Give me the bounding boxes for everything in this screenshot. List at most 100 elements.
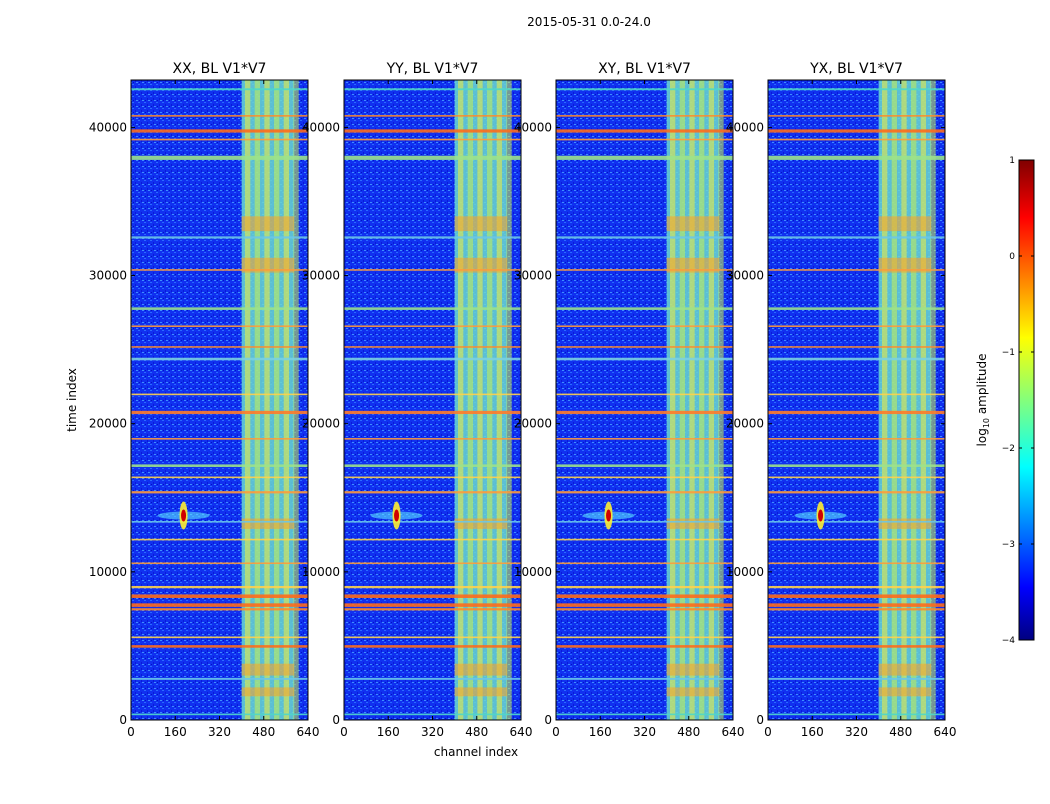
heatmap-rfi-line <box>556 438 733 440</box>
x-tick-label: 0 <box>552 725 560 739</box>
heatmap-hot-block <box>241 216 295 232</box>
heatmap-rfi-line <box>556 129 733 133</box>
heatmap-rfi-line <box>768 88 945 91</box>
heatmap-rfi-line <box>556 88 733 91</box>
y-tick-label: 30000 <box>514 269 552 283</box>
heatmap-rfi-line <box>344 357 521 361</box>
heatmap-band-column <box>506 80 512 720</box>
y-tick-label: 40000 <box>514 120 552 134</box>
panel-title: YX, BL V1*V7 <box>809 61 903 77</box>
heatmap-rfi-line <box>131 636 308 639</box>
heatmap-band-column <box>467 80 473 720</box>
colorbar: 1 0 −1 −2 −3 −4 <box>1002 156 1035 646</box>
colorbar-label-suffix: amplitude <box>975 354 989 418</box>
heatmap-hot-block <box>454 518 508 529</box>
heatmap-rfi-line <box>768 138 945 141</box>
heatmap-rfi-line <box>344 520 521 523</box>
x-tick-label: 320 <box>845 725 868 739</box>
y-tick-label: 10000 <box>514 565 552 579</box>
heatmap-band-column <box>901 80 907 720</box>
x-tick-label: 320 <box>421 725 444 739</box>
heatmap-rfi-line <box>131 236 308 239</box>
heatmap-band-column <box>458 80 464 720</box>
x-tick-label: 160 <box>589 725 612 739</box>
heatmap-source-peak <box>394 509 400 522</box>
heatmap-band-column <box>245 80 251 720</box>
heatmap-rfi-line <box>768 346 945 348</box>
colorbar-tick-label: −3 <box>1002 540 1015 550</box>
panel-title: XX, BL V1*V7 <box>173 61 267 77</box>
heatmap-hot-block <box>878 687 932 697</box>
x-tick-label: 480 <box>889 725 912 739</box>
x-tick-label: 640 <box>297 725 320 739</box>
colorbar-tick-label: 0 <box>1009 252 1015 262</box>
x-tick-label: 160 <box>801 725 824 739</box>
heatmap-hot-block <box>666 518 720 529</box>
heatmap-rfi-line <box>344 594 521 598</box>
heatmap-rfi-line <box>344 325 521 328</box>
heatmap-rfi-line <box>344 88 521 91</box>
y-tick-label: 0 <box>756 713 764 727</box>
heatmap-rfi-line <box>768 410 945 415</box>
y-tick-label: 20000 <box>514 417 552 431</box>
heatmap-rfi-line <box>556 138 733 141</box>
heatmap-rfi-line <box>131 115 308 117</box>
heatmap-rfi-line <box>344 476 521 479</box>
heatmap-rfi-line <box>131 357 308 361</box>
heatmap-rfi-line <box>344 138 521 141</box>
y-tick-label: 10000 <box>89 565 127 579</box>
y-tick-label: 0 <box>332 713 340 727</box>
x-tick-label: 160 <box>164 725 187 739</box>
heatmap-rfi-line <box>344 115 521 117</box>
x-tick-label: 480 <box>465 725 488 739</box>
heatmap-source-peak <box>181 509 187 522</box>
heatmap-rfi-line <box>131 325 308 328</box>
heatmap-rfi-line <box>131 585 308 589</box>
heatmap-rfi-line <box>556 464 733 467</box>
heatmap-rfi-line <box>768 491 945 494</box>
colorbar-label-sub: 10 <box>982 418 991 428</box>
heatmap-rfi-line <box>131 491 308 494</box>
heatmap-band-column <box>487 80 493 720</box>
panel-4: YX, BL V1*V7 0 160 320 480 640 0 10000 20000 3000… <box>726 61 957 739</box>
y-tick-label: 0 <box>544 713 552 727</box>
heatmap-rfi-line <box>768 713 945 716</box>
heatmap-rfi-line <box>344 585 521 589</box>
heatmap-rfi-line <box>344 155 521 160</box>
heatmap-source-peak <box>818 509 824 522</box>
heatmap-band-column <box>274 80 280 720</box>
heatmap-hot-block <box>666 687 720 697</box>
heatmap-rfi-line <box>131 438 308 440</box>
heatmap-hot-block <box>454 216 508 232</box>
heatmap-hot-block <box>878 518 932 529</box>
heatmap-band-column <box>293 80 299 720</box>
y-tick-label: 30000 <box>726 269 764 283</box>
heatmap-rfi-line <box>768 307 945 310</box>
heatmap-rfi-line <box>131 307 308 310</box>
x-tick-label: 320 <box>208 725 231 739</box>
heatmap-rfi-line <box>556 520 733 523</box>
heatmap-rfi-line <box>768 585 945 589</box>
heatmap-rfi-line <box>768 129 945 133</box>
y-tick-label: 40000 <box>726 120 764 134</box>
heatmap-rfi-line <box>131 520 308 523</box>
heatmap-rfi-line <box>556 562 733 565</box>
heatmap-rfi-line <box>344 410 521 415</box>
heatmap-rfi-line <box>556 677 733 680</box>
x-tick-label: 0 <box>127 725 135 739</box>
heatmap-rfi-line <box>768 645 945 648</box>
heatmap-band-column <box>718 80 724 720</box>
heatmap-rfi-line <box>556 713 733 716</box>
heatmap-rfi-line <box>556 307 733 310</box>
heatmap-rfi-line <box>768 538 945 541</box>
heatmap-rfi-line <box>131 608 308 611</box>
heatmap-band-column <box>689 80 695 720</box>
heatmap-hot-block <box>241 257 295 273</box>
heatmap-band-column <box>699 80 705 720</box>
heatmap-rfi-line <box>768 636 945 639</box>
heatmap-hot-block <box>666 257 720 273</box>
heatmap-hot-block <box>878 663 932 676</box>
panel-title: YY, BL V1*V7 <box>386 61 479 77</box>
heatmap-rfi-line <box>768 562 945 565</box>
